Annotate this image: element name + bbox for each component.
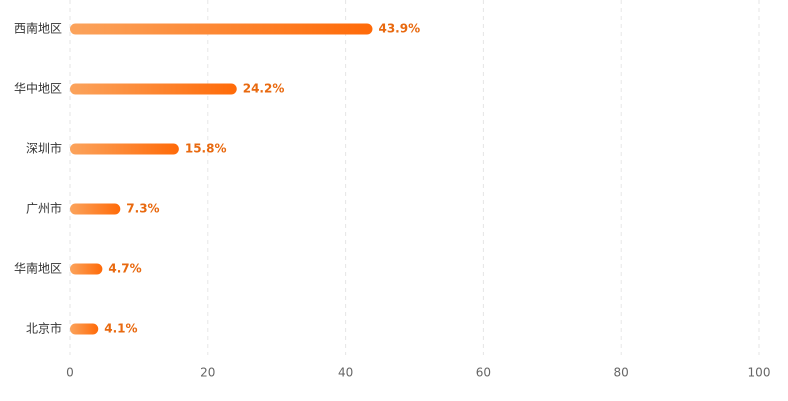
x-tick-label: 20 (200, 366, 215, 380)
bar (70, 83, 237, 95)
value-label: 24.2% (243, 82, 285, 96)
y-tick-label: 广州市 (26, 201, 62, 216)
x-tick-label: 100 (748, 366, 771, 380)
value-label: 4.7% (108, 262, 141, 276)
value-label: 43.9% (378, 22, 420, 36)
x-tick-label: 80 (614, 366, 629, 380)
value-label: 15.8% (185, 142, 227, 156)
y-tick-label: 西南地区 (14, 21, 62, 36)
value-label: 4.1% (104, 322, 137, 336)
bar (70, 143, 179, 155)
y-tick-label: 深圳市 (26, 141, 62, 156)
y-tick-label: 华南地区 (14, 261, 62, 276)
x-tick-label: 60 (476, 366, 491, 380)
bar (70, 203, 121, 215)
y-tick-label: 北京市 (26, 321, 62, 336)
y-tick-label: 华中地区 (14, 81, 62, 96)
x-tick-label: 40 (338, 366, 353, 380)
x-tick-label: 0 (66, 366, 74, 380)
value-label: 7.3% (126, 202, 159, 216)
bar (70, 323, 99, 335)
bar (70, 263, 103, 275)
bar (70, 23, 373, 35)
